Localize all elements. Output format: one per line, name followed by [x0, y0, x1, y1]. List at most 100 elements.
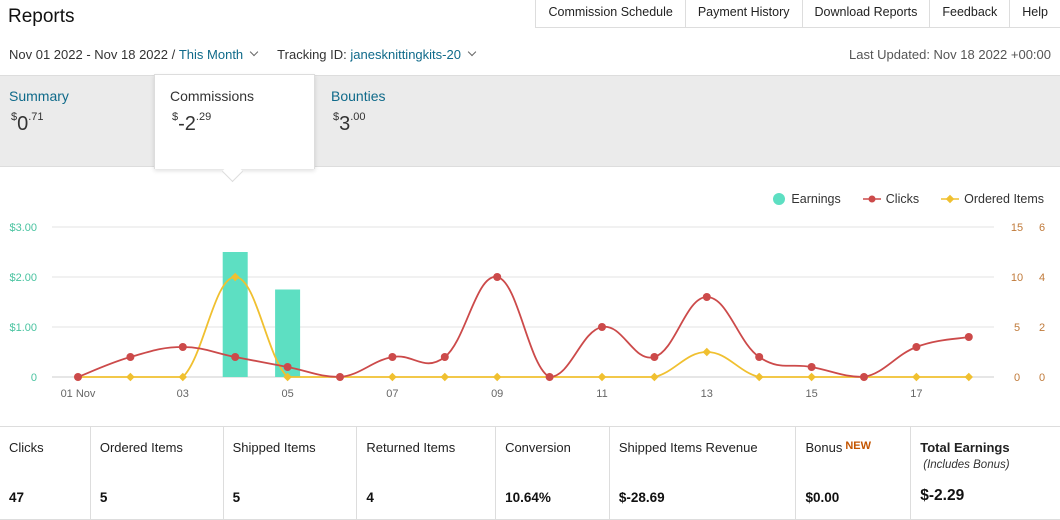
stat-returned-value: 4: [366, 490, 374, 505]
y-left-tick-label: $2.00: [9, 272, 37, 284]
ordered-items-point: [440, 372, 450, 382]
x-tick-label: 15: [805, 388, 817, 400]
help-button[interactable]: Help: [1022, 5, 1048, 19]
y-left-tick-label: $3.00: [9, 222, 37, 234]
tab-bounties-value: $3.00: [333, 111, 366, 135]
tab-summary-value: $0.71: [11, 111, 44, 135]
clicks-point: [860, 373, 868, 381]
y-right-clicks-tick-label: 0: [1014, 372, 1020, 384]
stat-total-value: $-2.29: [920, 487, 965, 504]
stat-total-earnings: Total Earnings (Includes Bonus) $-2.29: [920, 440, 1010, 504]
tab-commissions[interactable]: Commissions $-2.29: [154, 74, 315, 169]
y-right-items-tick-label: 4: [1039, 272, 1045, 284]
stat-bonus-value: $0.00: [805, 490, 840, 505]
payment-history-button[interactable]: Payment History: [686, 0, 803, 27]
tracking-label: Tracking ID:: [277, 47, 347, 62]
new-badge: NEW: [845, 440, 872, 452]
clicks-point: [126, 353, 135, 361]
x-tick-label: 13: [701, 388, 713, 400]
y-left-tick-label: 0: [31, 372, 37, 384]
clicks-point: [283, 363, 292, 371]
y-right-clicks-tick-label: 15: [1011, 222, 1023, 234]
period-dropdown[interactable]: This Month: [178, 47, 244, 62]
date-range-text: Nov 01 2022 - Nov 18 2022 /: [9, 47, 176, 62]
earnings-bar: [275, 289, 301, 377]
stats-bar: Clicks 47 Ordered Items 5 Shipped Items …: [0, 426, 1060, 520]
ordered-items-point: [283, 372, 292, 382]
ordered-items-point: [126, 372, 135, 382]
tab-summary[interactable]: Summary $0.71: [0, 76, 150, 166]
legend-ordered[interactable]: Ordered Items: [941, 192, 1044, 206]
stat-conversion-value: 10.64%: [505, 490, 551, 505]
tab-commissions-label[interactable]: Commissions: [170, 88, 255, 104]
y-right-items-tick-label: 2: [1039, 322, 1045, 334]
legend-clicks[interactable]: Clicks: [862, 192, 919, 206]
clicks-point: [388, 353, 397, 361]
earnings-dot-icon: [773, 193, 786, 205]
stat-shipped-items: Shipped Items 5: [224, 427, 358, 519]
clicks-point: [336, 373, 344, 381]
ordered-marker-icon: [941, 194, 960, 204]
clicks-point: [755, 353, 764, 361]
top-nav: Commission Schedule Payment History Down…: [535, 0, 1060, 28]
page-title: Reports: [8, 6, 75, 27]
last-updated: Last Updated: Nov 18 2022 +00:00: [848, 47, 1051, 62]
stat-bonus: Bonus NEW $0.00: [796, 427, 912, 519]
x-tick-label: 17: [910, 388, 922, 400]
ordered-items-point: [178, 372, 188, 382]
tab-bounties[interactable]: Bounties $3.00: [318, 76, 468, 166]
ordered-items-point: [230, 272, 240, 282]
clicks-point: [545, 373, 554, 381]
ordered-items-point: [702, 347, 712, 357]
stat-ordered-items: Ordered Items 5: [91, 427, 224, 519]
ordered-items-point: [388, 372, 397, 382]
clicks-point: [178, 343, 187, 351]
chevron-down-icon[interactable]: [467, 47, 477, 56]
clicks-point: [702, 293, 711, 301]
x-tick-label: 01 Nov: [61, 388, 96, 400]
tab-bounties-label[interactable]: Bounties: [331, 88, 386, 104]
x-tick-label: 03: [177, 388, 189, 400]
filters-bar: Nov 01 2022 - Nov 18 2022 / This Month T…: [9, 47, 495, 62]
feedback-button[interactable]: Feedback: [930, 0, 1011, 27]
clicks-point: [493, 273, 502, 281]
clicks-point: [650, 353, 659, 361]
y-left-tick-label: $1.00: [9, 322, 37, 334]
x-tick-label: 11: [596, 388, 607, 400]
stat-shipped-value: 5: [232, 490, 241, 505]
clicks-point: [598, 323, 606, 331]
stat-conversion: Conversion 10.64%: [496, 427, 610, 519]
stat-clicks-value: 47: [9, 490, 25, 505]
x-tick-label: 09: [491, 388, 503, 400]
stat-shipped-revenue: Shipped Items Revenue $-28.69: [610, 427, 797, 519]
y-right-clicks-tick-label: 5: [1014, 322, 1020, 334]
ordered-items-point: [807, 372, 816, 382]
tab-summary-label[interactable]: Summary: [9, 88, 69, 104]
y-right-clicks-tick-label: 10: [1011, 272, 1023, 284]
clicks-marker-icon: [862, 195, 881, 203]
ordered-items-point: [754, 372, 764, 382]
stat-returned-items: Returned Items 4: [357, 427, 497, 519]
stat-ordered-value: 5: [99, 490, 108, 505]
stat-revenue-value: $-28.69: [618, 490, 665, 505]
stat-clicks: Clicks 47: [0, 427, 91, 519]
chart-legend: Earnings Clicks Ordered Items: [751, 192, 1044, 206]
commission-schedule-button[interactable]: Commission Schedule: [536, 0, 686, 27]
y-right-items-tick-label: 6: [1039, 222, 1045, 234]
ordered-items-point: [964, 372, 974, 382]
x-tick-label: 05: [281, 388, 293, 400]
ordered-items-point: [597, 372, 607, 382]
clicks-point: [964, 333, 973, 341]
clicks-point: [807, 363, 816, 371]
legend-earnings[interactable]: Earnings: [773, 192, 841, 206]
chevron-down-icon[interactable]: [249, 47, 259, 56]
clicks-point: [74, 373, 82, 381]
clicks-point: [231, 353, 240, 361]
tab-commissions-value: $-2.29: [172, 111, 212, 135]
clicks-point: [912, 343, 921, 351]
clicks-point: [440, 353, 449, 361]
tracking-id-dropdown[interactable]: janesknittingkits-20: [350, 47, 461, 62]
ordered-items-point: [492, 372, 502, 382]
download-reports-button[interactable]: Download Reports: [803, 0, 931, 27]
